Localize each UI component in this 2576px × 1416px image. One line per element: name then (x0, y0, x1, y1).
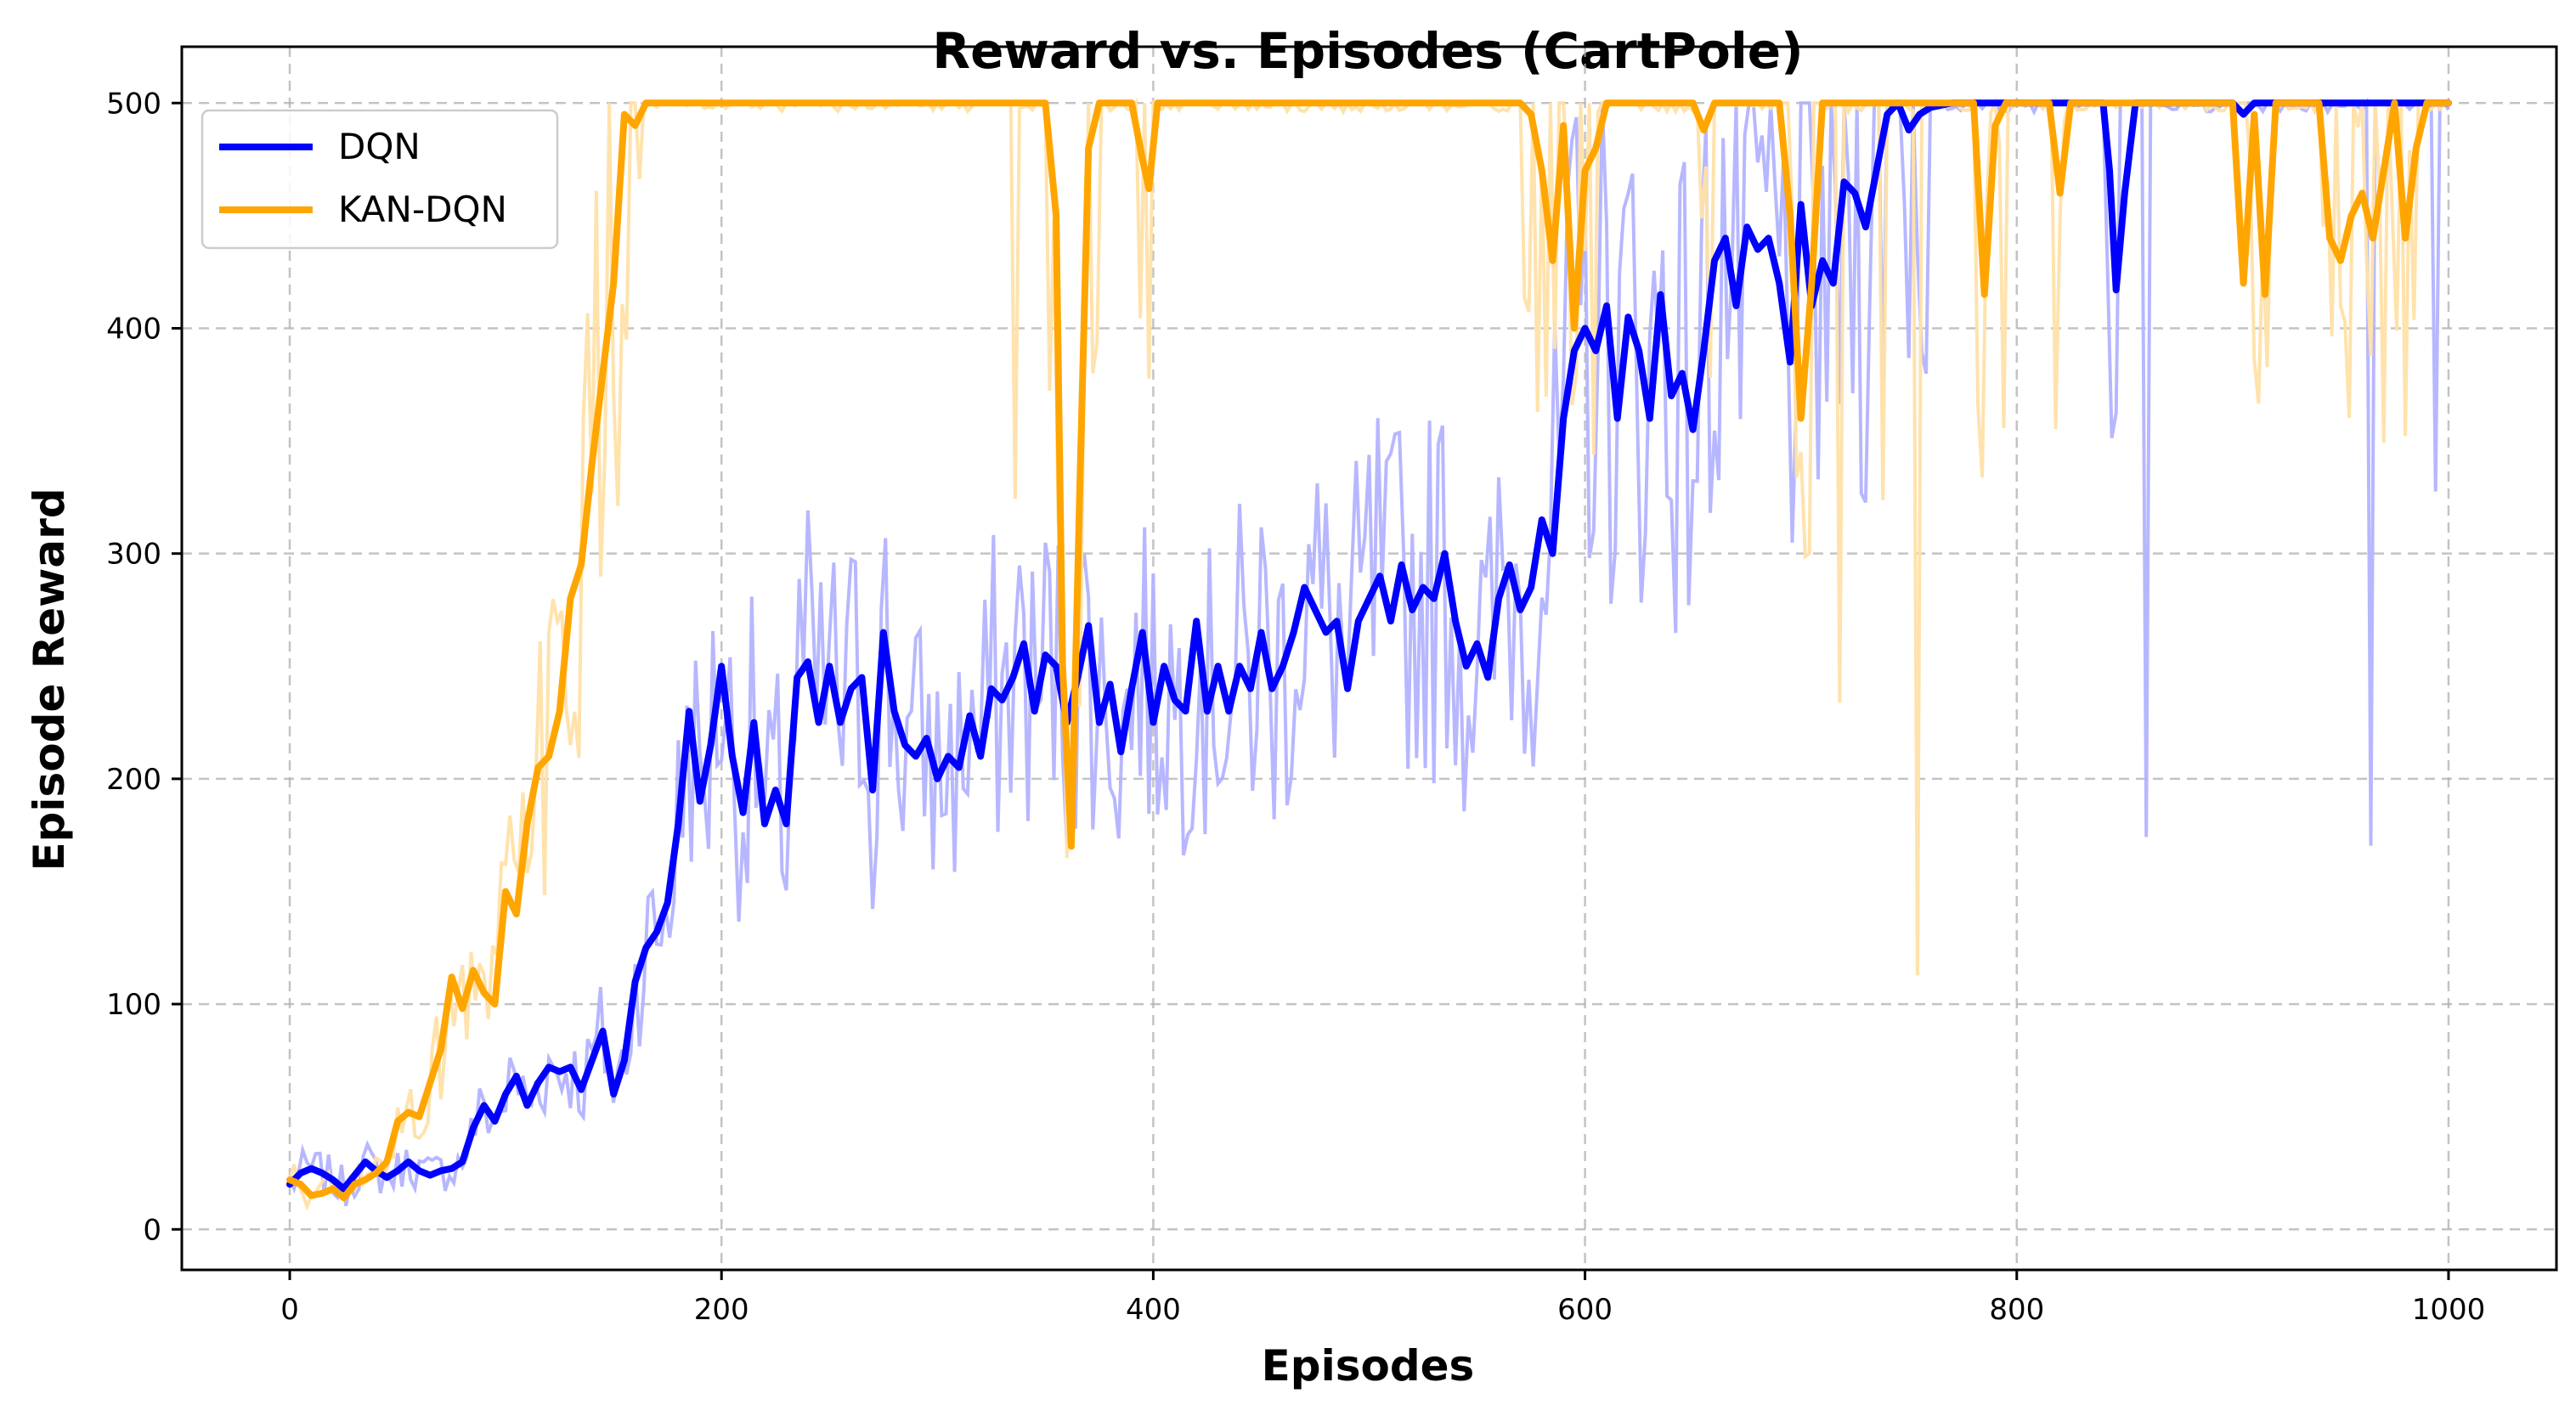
x-tick-label-400: 400 (1126, 1293, 1181, 1327)
y-tick-label-0: 0 (143, 1213, 161, 1247)
x-tick-label-0: 0 (280, 1293, 299, 1327)
x-tick-label-1000: 1000 (2412, 1293, 2486, 1327)
legend-label-kan-dqn: KAN-DQN (338, 189, 507, 230)
x-tick-label-600: 600 (1557, 1293, 1613, 1327)
x-tick-label-200: 200 (694, 1293, 749, 1327)
y-tick-label-400: 400 (106, 312, 161, 346)
y-tick-label-500: 500 (106, 87, 161, 121)
plot-frame (180, 45, 2558, 1272)
legend: DQN KAN-DQN (201, 109, 559, 250)
y-tick-label-200: 200 (106, 763, 161, 797)
legend-label-dqn: DQN (338, 126, 421, 167)
x-axis-label: Episodes (1262, 1341, 1475, 1391)
y-axis-label: Episode Reward (25, 488, 74, 871)
smoothed-line-dqn (286, 99, 2452, 1193)
x-axis-ticks: 0 200 400 600 800 1000 (280, 1270, 2485, 1327)
smoothed-series (286, 99, 2452, 1202)
smoothed-line-kan-dqn (286, 99, 2452, 1202)
y-tick-label-100: 100 (106, 988, 161, 1022)
y-tick-label-300: 300 (106, 538, 161, 572)
y-axis-ticks: 0 100 200 300 400 500 (106, 87, 182, 1247)
chart-title: Reward vs. Episodes (CartPole) (932, 22, 1803, 80)
x-tick-label-800: 800 (1989, 1293, 2044, 1327)
